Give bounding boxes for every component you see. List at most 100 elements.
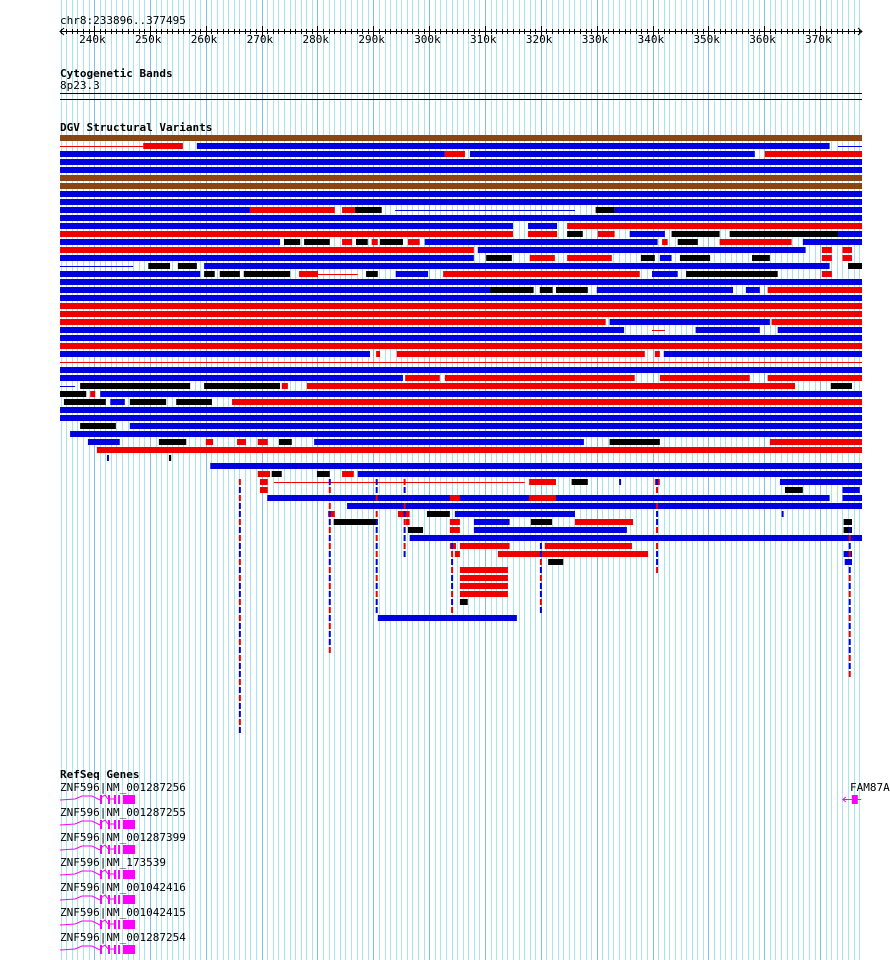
gene-feature-utr[interactable]	[123, 870, 135, 879]
sv-feature[interactable]	[539, 567, 542, 573]
sv-feature[interactable]	[424, 239, 658, 245]
gene-feature-exon[interactable]	[100, 870, 102, 879]
sv-feature[interactable]	[238, 639, 241, 645]
sv-feature[interactable]	[821, 255, 832, 261]
sv-feature-line[interactable]	[273, 482, 525, 483]
sv-feature[interactable]	[671, 231, 720, 237]
sv-feature[interactable]	[656, 471, 659, 477]
sv-feature[interactable]	[96, 447, 863, 453]
sv-feature[interactable]	[60, 391, 87, 397]
sv-feature[interactable]	[60, 271, 201, 277]
sv-feature[interactable]	[328, 503, 331, 509]
sv-feature[interactable]	[451, 583, 454, 589]
sv-feature[interactable]	[403, 511, 406, 517]
sv-feature[interactable]	[238, 615, 241, 621]
sv-feature[interactable]	[656, 479, 659, 485]
sv-feature[interactable]	[168, 455, 172, 461]
sv-feature[interactable]	[60, 319, 606, 325]
sv-feature[interactable]	[539, 591, 542, 597]
sv-feature[interactable]	[449, 495, 460, 501]
sv-feature[interactable]	[238, 479, 241, 485]
gene-label[interactable]: ZNF596|NM_173539	[60, 856, 166, 869]
sv-feature[interactable]	[609, 319, 770, 325]
sv-feature[interactable]	[486, 255, 512, 261]
sv-feature[interactable]	[342, 239, 353, 245]
sv-feature[interactable]	[473, 527, 627, 533]
gene-feature-exon[interactable]	[100, 795, 102, 804]
sv-feature[interactable]	[271, 471, 282, 477]
sv-feature[interactable]	[784, 487, 803, 493]
sv-feature[interactable]	[656, 527, 659, 533]
sv-feature[interactable]	[848, 623, 851, 629]
sv-feature[interactable]	[60, 151, 445, 157]
sv-feature[interactable]	[375, 559, 378, 565]
sv-feature[interactable]	[375, 591, 378, 597]
sv-feature[interactable]	[497, 551, 649, 557]
sv-feature[interactable]	[629, 231, 665, 237]
gene-feature-exon[interactable]	[118, 795, 120, 804]
sv-feature[interactable]	[328, 479, 331, 485]
sv-feature[interactable]	[278, 439, 292, 445]
sv-feature[interactable]	[328, 511, 331, 517]
sv-feature[interactable]	[375, 519, 378, 525]
sv-feature[interactable]	[60, 207, 250, 213]
sv-feature[interactable]	[60, 199, 863, 205]
sv-feature[interactable]	[342, 207, 355, 213]
sv-feature[interactable]	[306, 383, 796, 389]
sv-feature[interactable]	[60, 215, 863, 221]
sv-feature[interactable]	[60, 159, 863, 165]
gene-feature-exon[interactable]	[100, 895, 102, 904]
sv-feature[interactable]	[375, 535, 378, 541]
sv-feature[interactable]	[405, 375, 440, 381]
cytoband-track-title[interactable]: Cytogenetic Bands	[60, 67, 173, 80]
sv-feature[interactable]	[848, 631, 851, 637]
sv-feature[interactable]	[148, 263, 171, 269]
sv-feature[interactable]	[232, 399, 863, 405]
gene-feature-exon[interactable]	[114, 920, 116, 929]
gene-feature-utr[interactable]	[123, 820, 135, 829]
sv-feature[interactable]	[80, 423, 116, 429]
sv-feature[interactable]	[555, 287, 588, 293]
sv-feature[interactable]	[316, 471, 330, 477]
sv-feature[interactable]	[243, 271, 291, 277]
sv-feature[interactable]	[238, 487, 241, 493]
sv-feature[interactable]	[333, 519, 378, 525]
sv-feature[interactable]	[375, 543, 378, 549]
sv-feature[interactable]	[375, 607, 378, 613]
sv-feature-line[interactable]	[395, 210, 575, 211]
gene-feature-exon[interactable]	[118, 870, 120, 879]
gene-feature-utr[interactable]	[123, 920, 135, 929]
sv-feature[interactable]	[60, 287, 491, 293]
sv-feature[interactable]	[656, 567, 659, 573]
sv-feature-line[interactable]	[60, 362, 863, 363]
sv-feature[interactable]	[571, 479, 588, 485]
sv-feature[interactable]	[640, 255, 655, 261]
sv-feature[interactable]	[238, 671, 241, 677]
sv-feature[interactable]	[539, 287, 553, 293]
sv-feature[interactable]	[574, 519, 634, 525]
sv-feature[interactable]	[328, 527, 331, 533]
gene-feature-utr[interactable]	[123, 945, 135, 954]
sv-feature[interactable]	[90, 391, 96, 397]
sv-feature[interactable]	[451, 607, 454, 613]
sv-feature[interactable]	[528, 231, 558, 237]
sv-feature[interactable]	[328, 583, 331, 589]
sv-feature[interactable]	[597, 231, 615, 237]
sv-feature[interactable]	[469, 151, 755, 157]
gene-feature-exon[interactable]	[108, 845, 110, 854]
sv-feature[interactable]	[60, 343, 863, 349]
sv-feature[interactable]	[444, 151, 465, 157]
sv-feature[interactable]	[451, 543, 454, 549]
sv-feature[interactable]	[539, 559, 542, 565]
sv-feature[interactable]	[539, 543, 542, 549]
sv-feature[interactable]	[60, 311, 863, 317]
sv-feature[interactable]	[459, 575, 508, 581]
sv-feature[interactable]	[328, 607, 331, 613]
gene-label[interactable]: ZNF596|NM_001042416	[60, 881, 186, 894]
gene-feature-utr[interactable]	[123, 845, 135, 854]
sv-feature[interactable]	[764, 151, 863, 157]
gene-feature-utr[interactable]	[123, 795, 135, 804]
gene-feature-exon[interactable]	[114, 870, 116, 879]
sv-feature[interactable]	[407, 527, 424, 533]
sv-feature[interactable]	[403, 543, 406, 549]
